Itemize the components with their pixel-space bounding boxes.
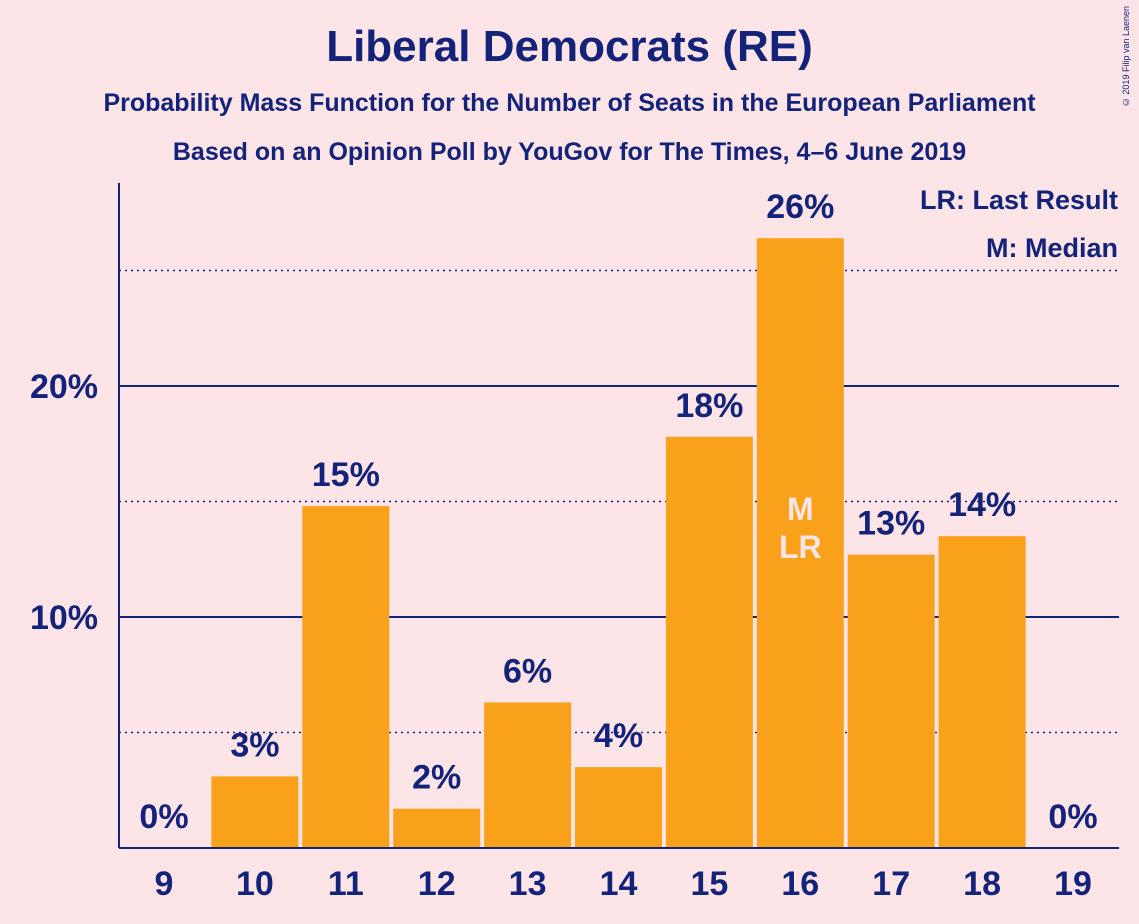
x-tick-label: 10 [236, 865, 274, 903]
bar-value-label: 4% [594, 717, 643, 755]
bar-10 [211, 776, 299, 848]
bar-13 [484, 702, 572, 848]
legend-last-result: LR: Last Result [920, 185, 1118, 215]
y-tick-label: 20% [30, 368, 98, 406]
bar-16 [756, 238, 844, 848]
bar-marker-m: M [787, 491, 814, 527]
bar-18 [938, 536, 1026, 848]
x-tick-label: 11 [328, 865, 364, 903]
bar-value-label: 15% [312, 456, 380, 494]
x-tick-label: 19 [1054, 865, 1092, 903]
bar-value-label: 18% [675, 387, 743, 425]
bar-15 [665, 436, 753, 848]
x-tick-label: 12 [418, 865, 456, 903]
legend-median: M: Median [986, 233, 1118, 263]
bar-17 [847, 554, 935, 848]
x-tick-label: 15 [690, 865, 728, 903]
bar-value-label: 26% [766, 188, 834, 226]
x-tick-label: 14 [600, 865, 638, 903]
bar-value-label: 3% [230, 726, 279, 764]
bar-12 [393, 808, 481, 848]
bar-value-label: 0% [1048, 798, 1097, 836]
x-tick-label: 9 [155, 865, 174, 903]
x-tick-label: 16 [781, 865, 819, 903]
chart-title: Liberal Democrats (RE) [326, 22, 813, 71]
bar-value-label: 6% [503, 652, 552, 690]
x-tick-label: 18 [963, 865, 1001, 903]
bar-value-label: 13% [857, 505, 925, 543]
chart-subtitle-poll: Based on an Opinion Poll by YouGov for T… [172, 138, 967, 166]
bar-value-label: 0% [139, 798, 188, 836]
bar-marker-lr: LR [779, 529, 822, 565]
y-tick-label: 10% [30, 599, 98, 637]
x-tick-label: 17 [872, 865, 910, 903]
x-tick-label: 13 [509, 865, 547, 903]
chart-subtitle-pmf: Probability Mass Function for the Number… [103, 89, 1036, 117]
bar-value-label: 14% [948, 486, 1016, 524]
bar-11 [302, 506, 390, 848]
bar-14 [575, 767, 662, 848]
bar-value-label: 2% [412, 759, 461, 797]
